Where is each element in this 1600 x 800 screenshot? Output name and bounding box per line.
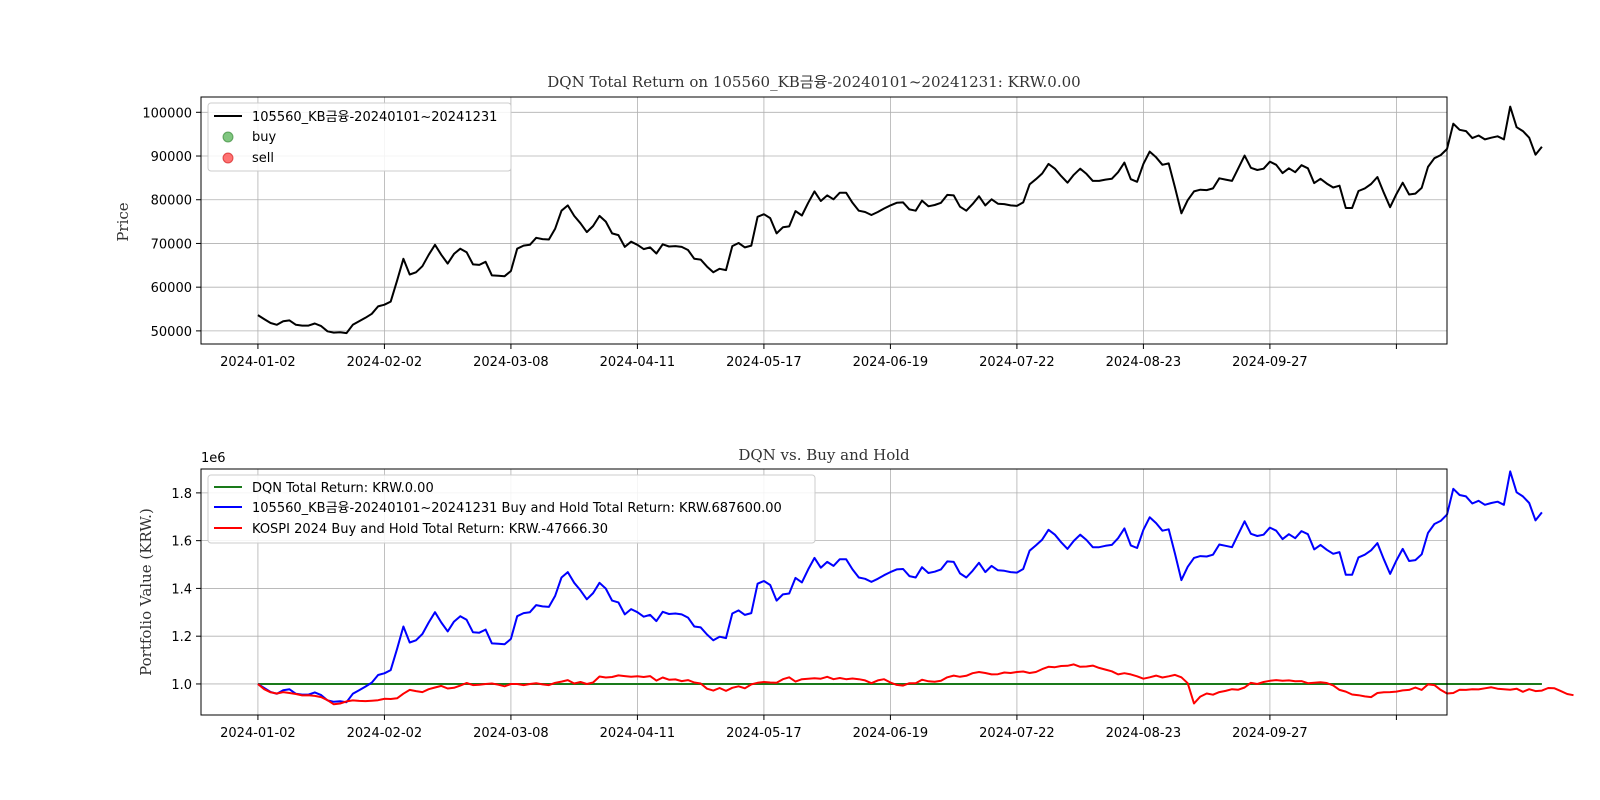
price-x-ticks: 2024-01-02 2024-02-02 2024-03-08 2024-04-11… [220,344,1397,370]
x-tick-label: 2024-04-11 [600,355,676,370]
buy-legend-label: buy [252,130,276,145]
portfolio-axes-frame [200,468,1448,716]
x-tick-label: 2024-01-02 [220,726,296,741]
y-tick-label: 60000 [151,281,192,296]
portfolio-series [257,470,1574,706]
price-y-axis-label: Price [114,202,132,241]
price-legend-box [207,102,512,172]
y-tick-label: 1.8 [171,487,192,502]
x-tick-label: 2024-03-08 [473,355,549,370]
sell-legend-label: sell [252,151,274,166]
price-legend-label: 105560_KB금융-20240101~20241231 [252,110,497,125]
portfolio-y-offset-label: 1e6 [201,451,226,466]
portfolio-panel: DQN vs. Buy and Hold Portfolio Value (KR… [137,446,1574,741]
y-tick-label: 70000 [151,237,192,252]
dqn-legend-label: DQN Total Return: KRW.0.00 [252,481,434,496]
buy-hold-legend-label: 105560_KB금융-20240101~20241231 Buy and Ho… [252,501,782,516]
y-tick-label: 90000 [151,150,192,165]
x-tick-label: 2024-02-02 [347,726,423,741]
buy-legend-marker [222,131,234,143]
y-tick-label: 80000 [151,194,192,209]
x-tick-label: 2024-05-17 [726,355,802,370]
y-tick-label: 1.0 [171,678,192,693]
y-tick-label: 1.2 [171,630,192,645]
portfolio-x-ticks: 2024-01-02 2024-02-02 2024-03-08 2024-04-11… [220,715,1397,741]
price-legend: 105560_KB금융-20240101~20241231 buy sell [207,102,512,172]
series-line-1 [257,470,1543,704]
series-line-2 [257,663,1574,706]
portfolio-y-axis-label: Portfolio Value (KRW.) [137,508,155,676]
y-tick-label: 100000 [142,106,192,121]
portfolio-legend-box [207,474,816,544]
x-tick-label: 2024-02-02 [347,355,423,370]
x-tick-label: 2024-03-08 [473,726,549,741]
portfolio-chart-title: DQN vs. Buy and Hold [738,446,910,464]
price-chart-title: DQN Total Return on 105560_KB금융-20240101… [547,73,1080,91]
y-tick-label: 1.4 [171,582,192,597]
x-tick-label: 2024-09-27 [1232,355,1308,370]
x-tick-label: 2024-09-27 [1232,726,1308,741]
x-tick-label: 2024-08-23 [1106,726,1182,741]
price-axes-frame [200,96,1448,345]
x-tick-label: 2024-01-02 [220,355,296,370]
x-tick-label: 2024-05-17 [726,726,802,741]
series-line-0 [257,105,1543,335]
kospi-legend-label: KOSPI 2024 Buy and Hold Total Return: KR… [252,522,608,537]
y-tick-label: 50000 [151,325,192,340]
price-series [257,105,1543,335]
x-tick-label: 2024-06-19 [853,726,929,741]
price-panel: DQN Total Return on 105560_KB금융-20240101… [114,73,1543,370]
x-tick-label: 2024-06-19 [853,355,929,370]
portfolio-legend: DQN Total Return: KRW.0.00 105560_KB금융-2… [207,474,816,544]
y-tick-label: 1.6 [171,535,192,550]
x-tick-label: 2024-08-23 [1106,355,1182,370]
x-tick-label: 2024-07-22 [979,726,1055,741]
price-grid [201,97,1447,344]
x-tick-label: 2024-07-22 [979,355,1055,370]
portfolio-y-ticks: 1.0 1.2 1.4 1.6 1.8 [171,487,201,693]
x-tick-label: 2024-04-11 [600,726,676,741]
price-y-ticks: 50000 60000 70000 80000 90000 100000 [142,106,201,340]
sell-legend-marker [222,152,234,164]
